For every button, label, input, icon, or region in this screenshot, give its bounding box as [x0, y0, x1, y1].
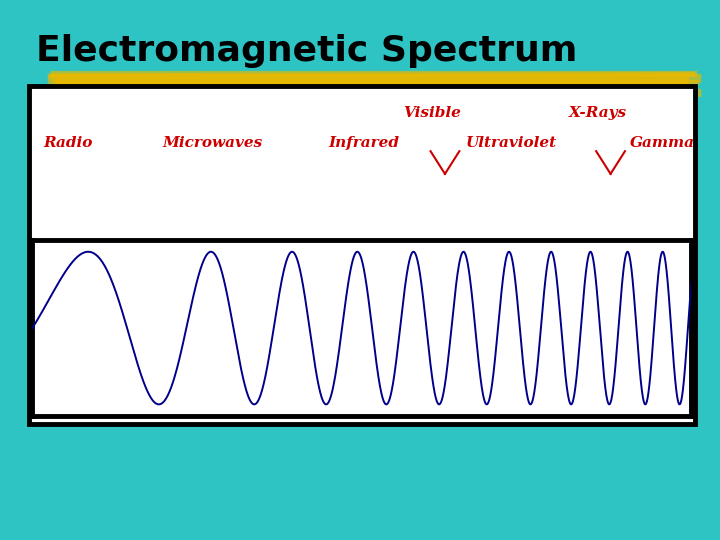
Text: Infrared: Infrared — [328, 136, 399, 150]
Text: Long λ: Long λ — [43, 369, 107, 387]
Text: Radio: Radio — [44, 136, 93, 150]
Text: Gamma: Gamma — [630, 136, 695, 150]
Text: Short λ: Short λ — [611, 369, 680, 387]
Text: X-Rays: X-Rays — [569, 106, 626, 120]
Text: Low f: Low f — [43, 392, 93, 409]
Text: Electromagnetic Spectrum: Electromagnetic Spectrum — [36, 35, 577, 68]
Text: Microwaves: Microwaves — [162, 136, 263, 150]
Text: High f: High f — [621, 392, 680, 409]
Text: Visible: Visible — [403, 106, 461, 120]
Text: Ultraviolet: Ultraviolet — [466, 136, 557, 150]
Bar — [29, 86, 695, 424]
